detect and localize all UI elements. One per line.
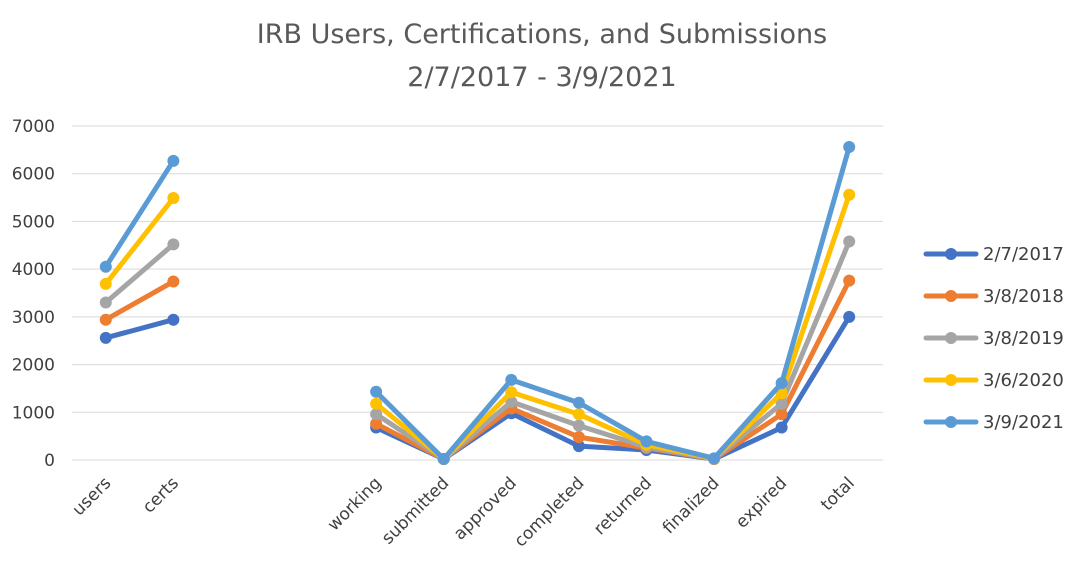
data-point (99, 296, 112, 309)
series-line (103, 241, 176, 306)
x-tick-label: approved (450, 473, 521, 544)
series-line (373, 144, 852, 462)
series-lines (99, 140, 856, 466)
x-axis-tick-labels: users certs workingsubmittedapprovedcomple… (69, 473, 859, 551)
x-tick-label: certs (139, 473, 183, 517)
data-point (167, 238, 180, 251)
data-point (370, 408, 383, 421)
series-line (103, 279, 176, 323)
data-point (437, 453, 450, 466)
legend-item: 2/7/2017 (923, 244, 1064, 265)
data-point (99, 313, 112, 326)
x-tick-label: expired (732, 473, 791, 532)
data-point (843, 274, 856, 287)
data-point (505, 373, 518, 386)
series-line (103, 195, 176, 287)
y-tick-label: 3000 (12, 308, 55, 328)
x-tick-label: returned (590, 473, 656, 539)
data-point (843, 235, 856, 248)
x-tick-label: users (69, 473, 116, 520)
data-point (572, 419, 585, 432)
data-point (572, 431, 585, 444)
data-point (167, 275, 180, 288)
legend-item: 3/8/2018 (923, 286, 1064, 307)
data-point (505, 386, 518, 399)
chart-title-line-2: 2/7/2017 - 3/9/2021 (407, 62, 676, 93)
data-point (775, 421, 788, 434)
y-tick-label: 0 (44, 451, 55, 471)
x-tick-label: working (324, 473, 386, 535)
data-point (775, 408, 788, 421)
data-point (370, 417, 383, 430)
y-tick-label: 4000 (12, 260, 55, 280)
y-axis-tick-labels: 0 1000 2000 3000 4000 5000 6000 7000 (12, 117, 55, 471)
data-point (640, 435, 653, 448)
legend-swatch-marker (945, 332, 957, 344)
x-tick-label: total (817, 473, 859, 515)
data-point (167, 154, 180, 167)
legend-label: 3/8/2018 (983, 286, 1064, 307)
y-tick-label: 6000 (12, 165, 55, 185)
y-tick-label: 2000 (12, 356, 55, 376)
x-tick-label: submitted (378, 473, 453, 548)
series (99, 188, 856, 466)
data-point (572, 408, 585, 421)
legend-label: 3/6/2020 (983, 370, 1064, 391)
legend-label: 2/7/2017 (983, 244, 1064, 265)
data-point (505, 395, 518, 408)
legend-swatch-marker (945, 374, 957, 386)
data-point (370, 385, 383, 398)
data-point (843, 140, 856, 153)
data-point (167, 313, 180, 326)
data-point (99, 260, 112, 273)
legend-item: 3/9/2021 (923, 412, 1064, 433)
data-point (99, 331, 112, 344)
legend-label: 3/8/2019 (983, 328, 1064, 349)
data-point (370, 397, 383, 410)
gridlines (72, 125, 883, 461)
data-point (99, 277, 112, 290)
data-point (775, 377, 788, 390)
legend-label: 3/9/2021 (983, 412, 1064, 433)
data-point (843, 188, 856, 201)
legend-item: 3/6/2020 (923, 370, 1064, 391)
legend-item: 3/8/2019 (923, 328, 1064, 349)
data-point (167, 192, 180, 205)
series-line (103, 317, 176, 341)
legend-swatch-marker (945, 416, 957, 428)
x-tick-label: finalized (659, 473, 724, 538)
data-point (572, 440, 585, 453)
data-point (708, 452, 721, 465)
y-tick-label: 5000 (12, 212, 55, 232)
data-point (843, 310, 856, 323)
data-point (775, 397, 788, 410)
legend-swatch-marker (945, 290, 957, 302)
legend-swatch-marker (945, 248, 957, 260)
chart-title-line-1: IRB Users, Certifications, and Submissio… (257, 19, 828, 50)
data-point (572, 396, 585, 409)
x-tick-label: completed (510, 473, 588, 551)
legend: 2/7/2017 3/8/2018 3/8/2019 3/6/2020 3/9/2021 (923, 244, 1064, 433)
y-tick-label: 7000 (12, 117, 55, 137)
series-line (103, 158, 176, 270)
y-tick-label: 1000 (12, 403, 55, 423)
series (99, 140, 856, 466)
